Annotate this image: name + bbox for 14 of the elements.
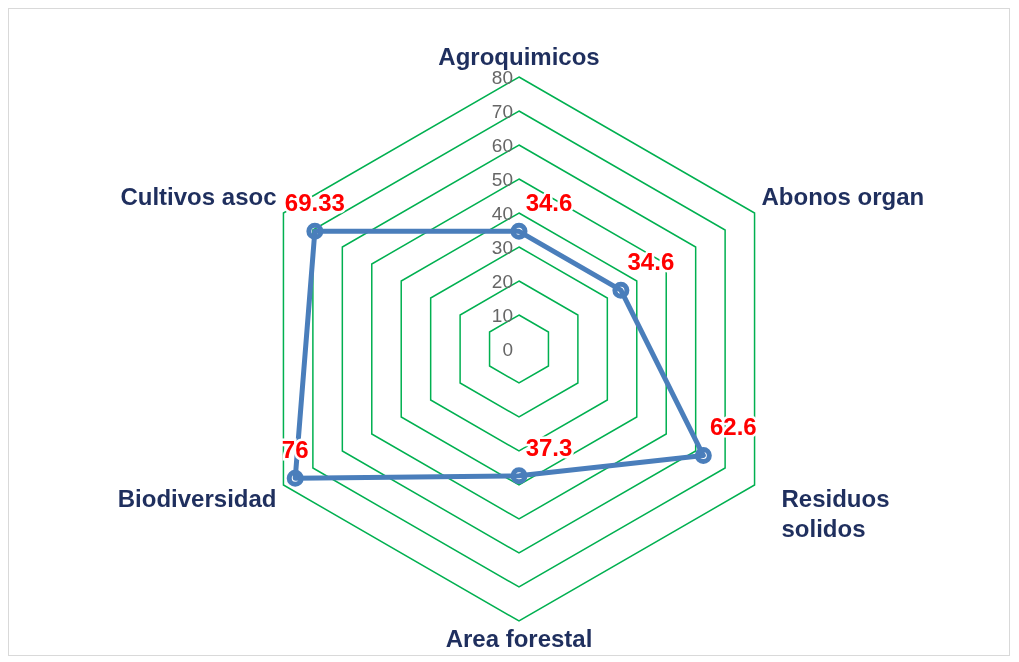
spoke-label: Area forestal (445, 625, 593, 652)
data-label: 37.3 (525, 433, 573, 461)
y-tick-label: 70 (491, 101, 513, 122)
y-tick-label: 60 (491, 135, 513, 156)
y-tick-label: 10 (491, 305, 513, 326)
spoke-label: Residuos solidos (781, 485, 890, 542)
spoke-label: Biodiversidad (117, 485, 277, 512)
spoke-label: Abonos organ (761, 183, 925, 210)
y-tick-label: 0 (502, 339, 513, 360)
spoke-label: Cultivos asoc (120, 183, 277, 210)
y-tick-label: 20 (491, 271, 513, 292)
y-tick-label: 40 (491, 203, 513, 224)
y-tick-label: 50 (491, 169, 513, 190)
y-tick-label: 30 (491, 237, 513, 258)
